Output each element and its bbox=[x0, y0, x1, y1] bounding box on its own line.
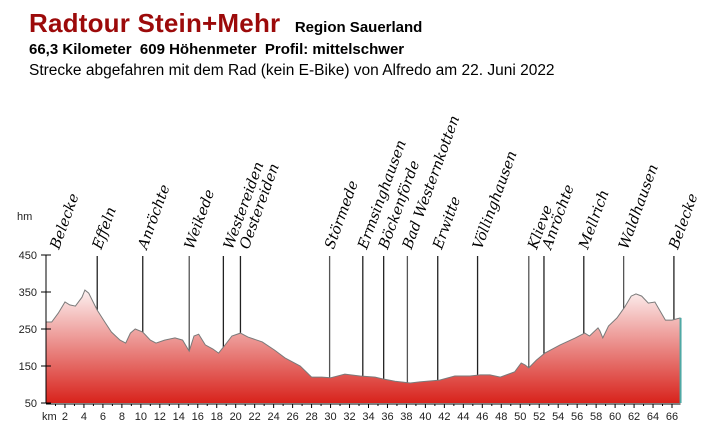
tour-description: Strecke abgefahren mit dem Rad (kein E-B… bbox=[29, 62, 555, 79]
x-tick-label: 40 bbox=[419, 411, 431, 423]
x-tick-label: 22 bbox=[249, 411, 261, 423]
x-tick-label: 2 bbox=[62, 411, 68, 423]
waypoint-label: Effeln bbox=[90, 205, 120, 252]
waypoint-label: Störmede bbox=[322, 179, 362, 252]
x-tick-label: 52 bbox=[533, 411, 545, 423]
x-tick-label: 36 bbox=[381, 411, 393, 423]
x-tick-label: 26 bbox=[286, 411, 298, 423]
waypoint-label: Belecke bbox=[47, 191, 82, 252]
waypoint-label: Waldhausen bbox=[616, 162, 661, 251]
x-tick-label: 62 bbox=[628, 411, 640, 423]
y-tick-label: 250 bbox=[19, 324, 37, 336]
x-axis: km 2 4 6 8 10 12 14 16 18 20 22 24 26 28 30 32 34 36 38 40 42… bbox=[42, 403, 681, 423]
elevation-outline bbox=[46, 289, 681, 384]
waypoint-label: Erwitte bbox=[430, 194, 464, 252]
waypoint-label: Belecke bbox=[666, 191, 701, 252]
x-tick-label: 24 bbox=[268, 411, 280, 423]
x-tick-label: 32 bbox=[343, 411, 355, 423]
x-axis-label: km bbox=[42, 411, 57, 423]
x-tick-label: 4 bbox=[81, 411, 87, 423]
x-tick-label: 46 bbox=[476, 411, 488, 423]
y-tick-label: 50 bbox=[25, 398, 37, 410]
waypoint-label: Völlinghausen bbox=[470, 149, 520, 251]
x-tick-label: 18 bbox=[211, 411, 223, 423]
x-tick-label: 48 bbox=[495, 411, 507, 423]
waypoint-label: Mellrich bbox=[576, 188, 612, 252]
x-tick-label: 16 bbox=[192, 411, 204, 423]
y-tick-label: 450 bbox=[19, 250, 37, 262]
x-tick-label: 56 bbox=[571, 411, 583, 423]
waypoint-labels: Belecke Effeln Anröchte Weikede WestereidenO… bbox=[47, 114, 701, 254]
y-tick-label: 150 bbox=[19, 361, 37, 373]
x-tick-label: 54 bbox=[552, 411, 564, 423]
y-tick-label: 350 bbox=[19, 287, 37, 299]
x-tick-label: 10 bbox=[135, 411, 147, 423]
elevation-area bbox=[46, 290, 681, 403]
x-tick-label: 20 bbox=[230, 411, 242, 423]
y-axis-label: hm bbox=[17, 211, 32, 223]
waypoint-label: Anröchte bbox=[135, 183, 174, 254]
waypoint-markers bbox=[96, 256, 675, 383]
x-tick-label: 60 bbox=[609, 411, 621, 423]
x-tick-label: 8 bbox=[119, 411, 125, 423]
x-tick-label: 58 bbox=[590, 411, 602, 423]
x-tick-label: 42 bbox=[438, 411, 450, 423]
x-tick-label: 38 bbox=[400, 411, 412, 423]
x-tick-label: 66 bbox=[666, 411, 678, 423]
x-tick-label: 12 bbox=[154, 411, 166, 423]
region-label: Region Sauerland bbox=[294, 19, 423, 36]
x-tick-label: 64 bbox=[647, 411, 659, 423]
tour-stats: 66,3 Kilometer 609 Höhenmeter Profil: mi… bbox=[29, 41, 405, 58]
x-tick-label: 6 bbox=[100, 411, 106, 423]
title-row: Radtour Stein+Mehr Region Sauerland bbox=[29, 8, 422, 39]
page-title: Radtour Stein+Mehr bbox=[29, 8, 281, 38]
x-tick-label: 44 bbox=[457, 411, 469, 423]
y-axis: 50 150 250 350 450 hm bbox=[17, 211, 51, 410]
waypoint-label: Weikede bbox=[182, 187, 218, 251]
x-tick-label: 14 bbox=[173, 411, 185, 423]
x-tick-label: 28 bbox=[305, 411, 317, 423]
x-tick-label: 50 bbox=[514, 411, 526, 423]
x-tick-label: 34 bbox=[362, 411, 374, 423]
x-tick-label: 30 bbox=[324, 411, 336, 423]
